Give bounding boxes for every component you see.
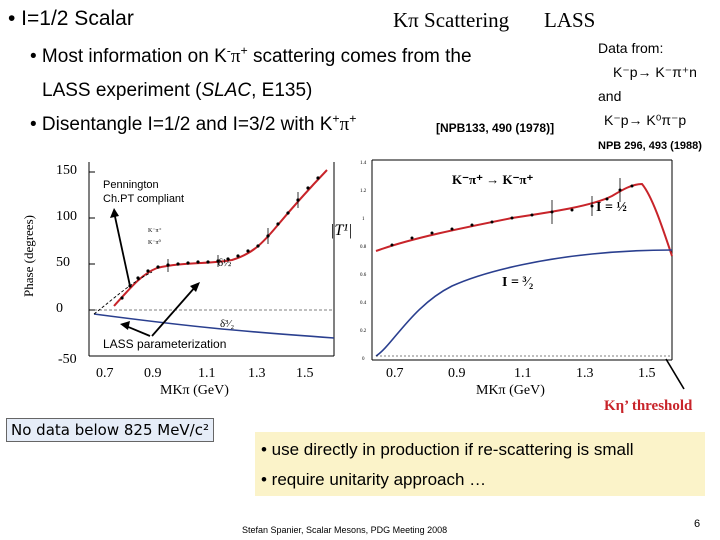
phase-plot: K⁻π⁺ K⁻π⁰ <box>88 162 335 357</box>
right-xtick-0.7: 0.7 <box>386 366 404 381</box>
pennington-annotation: Pennington Ch.PT compliant <box>103 179 185 205</box>
svg-text:0.2: 0.2 <box>360 329 367 334</box>
right-legend: K⁻π⁺ → K⁻π⁺ <box>452 172 534 187</box>
right-xtick-0.9: 0.9 <box>448 366 466 381</box>
no-data-note: No data below 825 MeV/c² <box>6 418 214 442</box>
title-kpi: Kπ <box>393 8 419 32</box>
title-scattering: Scattering <box>424 8 510 32</box>
left-xtick-1.1: 1.1 <box>198 366 216 381</box>
delta-3half-label: δ³⁄₂ <box>220 318 235 330</box>
svg-text:K⁻π⁺: K⁻π⁺ <box>148 227 162 234</box>
slide-title-right: LASS <box>544 8 596 32</box>
bullet-1-cont: LASS experiment (SLAC, E135) <box>42 80 313 101</box>
svg-text:1: 1 <box>362 217 365 222</box>
left-plot-ylabel: Phase (degrees) <box>20 215 36 297</box>
svg-text:0.8: 0.8 <box>360 245 367 250</box>
right-xtick-1.5: 1.5 <box>638 366 656 381</box>
data-from-heading: Data from: <box>598 40 664 56</box>
page-number: 6 <box>694 518 701 530</box>
left-ytick-0: 0 <box>56 301 63 316</box>
i-3half-label: I = ³⁄₂ <box>502 275 534 290</box>
lass-parameterization-label: LASS parameterization <box>103 337 227 351</box>
data-from-line1: K⁻p→ K⁻π⁺n <box>613 64 697 80</box>
left-xtick-1.3: 1.3 <box>248 366 266 381</box>
left-xtick-1.5: 1.5 <box>296 366 314 381</box>
svg-text:1.4: 1.4 <box>360 161 367 166</box>
left-xtick-0.7: 0.7 <box>96 366 114 381</box>
amplitude-plot: 1.4 1.2 1 0.8 0.6 0.4 0.2 0 <box>360 159 673 362</box>
left-ytick-150: 150 <box>56 163 77 178</box>
data-from-ref: NPB 296, 493 (1988) <box>598 140 702 152</box>
svg-text:0: 0 <box>362 357 365 362</box>
slide-title-center: Kπ Scattering <box>393 8 509 33</box>
delta-half-label: δ½ <box>218 257 232 269</box>
left-ytick-50: 50 <box>56 255 70 270</box>
right-plot-ylabel: |T¹| <box>330 222 353 239</box>
npb-reference: [NPB133, 490 (1978)] <box>436 121 555 135</box>
right-xtick-1.1: 1.1 <box>514 366 532 381</box>
conclusion-2: • require unitarity approach … <box>261 470 487 489</box>
bullet-2: • Disentangle I=1/2 and I=3/2 with K+π+ <box>30 111 357 135</box>
kaon-eta-threshold: Kη’ threshold <box>604 398 693 414</box>
conclusions-box: • use directly in production if re-scatt… <box>255 432 705 496</box>
slide-title-left: • I=1/2 Scalar <box>8 7 134 30</box>
left-ytick-100: 100 <box>56 209 77 224</box>
svg-text:K⁻π⁰: K⁻π⁰ <box>148 239 162 246</box>
conclusion-1: • use directly in production if re-scatt… <box>261 440 634 459</box>
i-half-label: I = ½ <box>596 200 627 215</box>
right-xtick-1.3: 1.3 <box>576 366 594 381</box>
svg-text:0.4: 0.4 <box>360 301 367 306</box>
left-xtick-0.9: 0.9 <box>144 366 162 381</box>
data-from-line2: and <box>598 88 622 104</box>
footer: Stefan Spanier, Scalar Mesons, PDG Meeti… <box>242 525 448 535</box>
svg-text:0.6: 0.6 <box>360 273 367 278</box>
svg-text:1.2: 1.2 <box>360 189 367 194</box>
right-xlabel: MKπ (GeV) <box>476 383 545 398</box>
bullet-1: • Most information on K-π+ scattering co… <box>30 43 472 67</box>
data-from-line3: K⁻p→ K⁰π⁻p <box>604 112 687 128</box>
threshold-arrow <box>665 358 685 390</box>
left-ytick-neg50: -50 <box>58 352 77 367</box>
left-xlabel: MKπ (GeV) <box>160 383 229 398</box>
